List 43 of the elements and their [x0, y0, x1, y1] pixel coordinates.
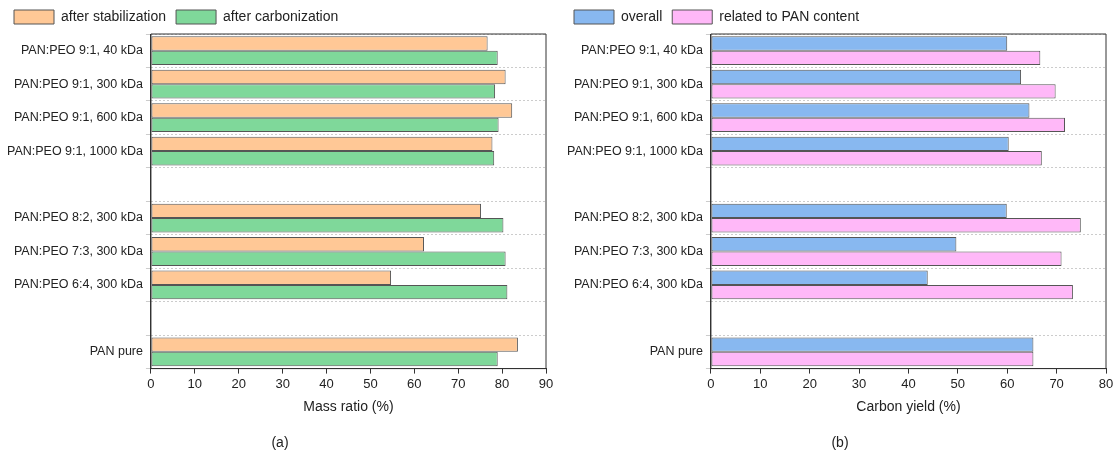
legend-label: overall [621, 7, 663, 24]
x-tick-label: 10 [187, 375, 203, 391]
y-tick-label: PAN:PEO 9:1, 600 kDa [13, 110, 143, 125]
x-tick-label: 0 [147, 375, 155, 391]
y-tick-label: PAN:PEO 6:4, 300 kDa [13, 277, 143, 292]
y-tick-label: PAN:PEO 9:1, 300 kDa [13, 76, 143, 91]
y-tick-label: PAN pure [89, 344, 143, 359]
text: (b) [830, 434, 850, 450]
y-tick-label: PAN:PEO 9:1, 600 kDa [573, 110, 703, 125]
y-tick-label: PAN:PEO 8:2, 300 kDa [13, 210, 143, 225]
x-tick-label: 70 [1049, 375, 1064, 391]
x-tick-label: 40 [901, 375, 916, 391]
x-tick-label: 60 [407, 375, 422, 391]
x-tick-label: 50 [363, 375, 378, 391]
y-tick-label: PAN:PEO 9:1, 1000 kDa [7, 143, 143, 158]
y-tick-label: PAN:PEO 9:1, 40 kDa [20, 43, 143, 58]
y-tick-label: PAN pure [649, 344, 703, 359]
y-tick-label: PAN:PEO 6:4, 300 kDa [573, 277, 703, 292]
x-tick-label: 40 [319, 375, 334, 391]
x-tick-label: 30 [851, 375, 867, 391]
x-tick-label: 70 [450, 375, 466, 391]
x-axis-title: Mass ratio (%) [303, 398, 394, 415]
x-tick-label: 0 [707, 375, 715, 391]
y-tick-label: PAN:PEO 9:1, 1000 kDa [567, 143, 703, 158]
text: (a) [270, 434, 290, 450]
y-tick-label: PAN:PEO 9:1, 40 kDa [580, 43, 703, 58]
x-tick-label: 30 [275, 375, 290, 391]
legend-label: after stabilization [61, 7, 167, 24]
x-tick-label: 20 [231, 375, 246, 391]
x-tick-label: 90 [538, 375, 554, 391]
y-tick-label: PAN:PEO 7:3, 300 kDa [573, 243, 703, 258]
x-tick-label: 80 [494, 375, 510, 391]
x-tick-label: 50 [950, 375, 966, 391]
y-tick-label: PAN:PEO 8:2, 300 kDa [573, 210, 703, 225]
y-tick-label: PAN:PEO 9:1, 300 kDa [573, 76, 703, 91]
y-tick-label: PAN:PEO 7:3, 300 kDa [13, 243, 143, 258]
x-tick-label: 20 [802, 375, 817, 391]
x-tick-label: 60 [1000, 375, 1015, 391]
x-axis-title: Carbon yield (%) [856, 398, 961, 415]
x-tick-label: 80 [1098, 375, 1114, 391]
x-tick-label: 10 [753, 375, 768, 391]
legend-label: after carbonization [223, 7, 339, 24]
legend-label: related to PAN content [719, 7, 860, 24]
